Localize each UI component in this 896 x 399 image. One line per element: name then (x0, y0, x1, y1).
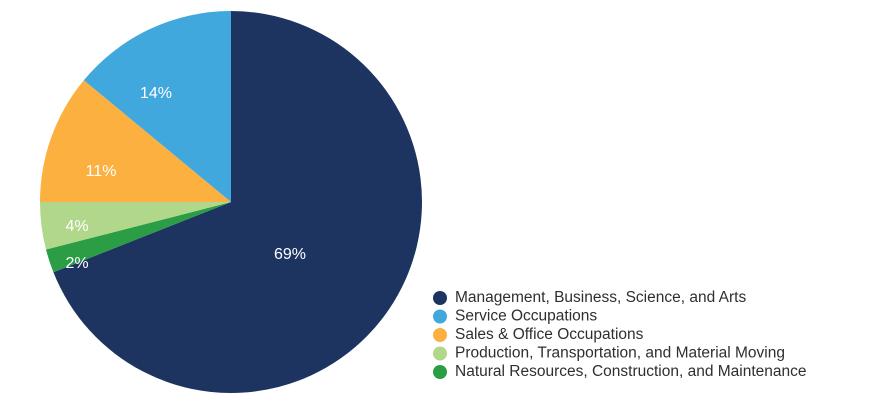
pie-slice (83, 11, 231, 202)
legend-marker (433, 346, 447, 361)
legend-marker (433, 328, 447, 342)
pie-slice (53, 11, 422, 393)
pie-slices (39, 11, 422, 393)
legend-label: Sales & Office Occupations (455, 326, 644, 343)
legend-item: Management, Business, Science, and Arts (433, 289, 746, 306)
legend-marker (433, 291, 447, 305)
legend-item: Natural Resources, Construction, and Mai… (433, 363, 807, 380)
pie-slice-labels: 69% 2% 4% 11% 14% (65, 85, 306, 272)
slice-data-label: 4% (65, 218, 88, 235)
legend: Management, Business, Science, and Arts S… (433, 289, 807, 380)
pie-slice (39, 80, 231, 202)
legend-marker (433, 309, 447, 324)
pie-slice (46, 202, 231, 273)
slice-data-label: 14% (140, 85, 172, 102)
slice-data-label: 11% (86, 163, 117, 180)
slice-data-label: 69% (274, 246, 306, 263)
legend-item: Production, Transportation, and Material… (433, 345, 785, 362)
legend-marker (433, 365, 447, 379)
pie-slice (40, 202, 231, 250)
legend-item: Sales & Office Occupations (433, 326, 644, 343)
legend-label: Production, Transportation, and Material… (455, 345, 785, 362)
legend-label: Management, Business, Science, and Arts (455, 289, 746, 306)
legend-item: Service Occupations (433, 308, 597, 325)
slice-data-label: 2% (65, 255, 88, 272)
legend-label: Service Occupations (455, 308, 597, 325)
legend-label: Natural Resources, Construction, and Mai… (455, 363, 807, 380)
